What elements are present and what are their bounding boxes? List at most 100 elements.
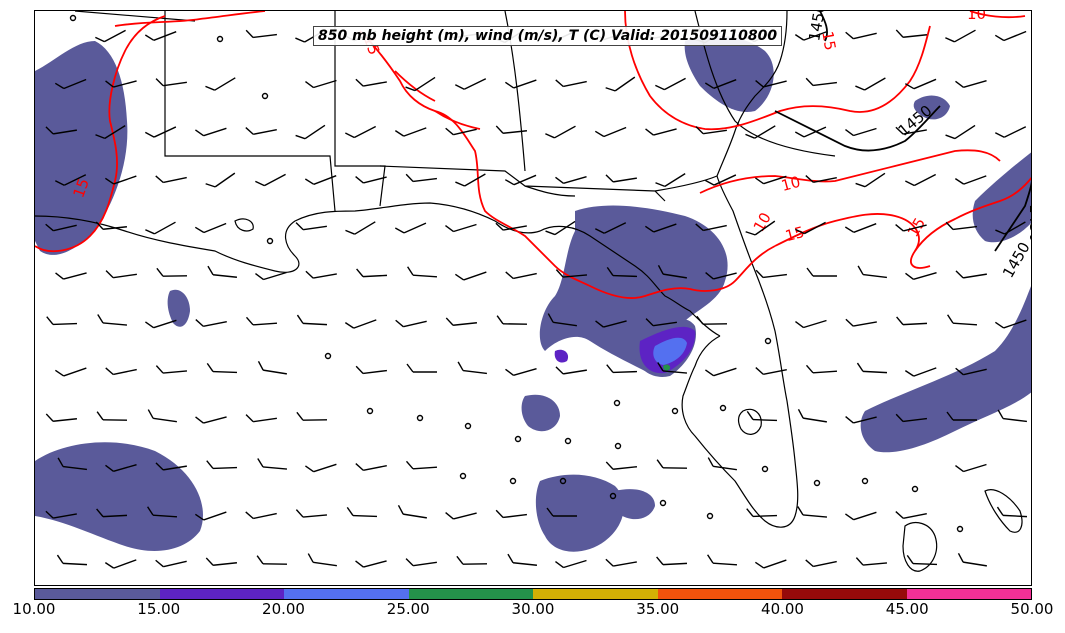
wind-barb — [656, 459, 688, 469]
wind-barb — [54, 78, 87, 90]
wind-barb — [704, 174, 737, 186]
shade-area — [860, 286, 1031, 453]
wind-barb — [205, 557, 238, 566]
wind-barb — [255, 173, 286, 187]
wind-barb — [104, 559, 137, 569]
wind-barb — [454, 271, 487, 281]
state-border — [654, 175, 718, 192]
wind-barb — [695, 126, 727, 135]
wind-barb — [295, 124, 326, 140]
calm-wind-marker — [266, 237, 274, 245]
wind-barb — [746, 508, 778, 518]
wind-barb — [155, 462, 187, 471]
wind-barb — [755, 269, 787, 279]
wind-barb — [555, 366, 587, 375]
coastlines-and-borders — [35, 11, 1023, 572]
colorbar-tick: 20.00 — [262, 600, 305, 618]
wind-barb — [594, 222, 627, 234]
temp-contour — [114, 11, 266, 27]
wind-barb — [345, 125, 377, 139]
wind-barb — [355, 463, 387, 471]
wind-barb — [55, 272, 87, 280]
wind-barb — [304, 175, 337, 185]
wind-barb — [857, 265, 887, 279]
temp-contour-label: 15 — [783, 223, 806, 245]
wind-barb — [95, 221, 128, 230]
wind-barb — [896, 316, 928, 326]
island-coast — [234, 218, 254, 232]
wind-barb — [155, 559, 187, 568]
wind-barb — [657, 362, 688, 374]
temp-contour — [624, 11, 931, 131]
wind-barb — [655, 77, 686, 91]
wind-barb — [145, 221, 176, 235]
wind-barb — [845, 511, 877, 521]
calm-wind-marker — [459, 472, 467, 480]
wind-barb — [456, 555, 488, 565]
wind-barb — [947, 314, 978, 326]
wind-barb — [155, 365, 188, 374]
wind-barb — [405, 173, 437, 183]
wind-barb — [904, 78, 937, 90]
wind-barb — [955, 270, 987, 279]
state-border — [694, 11, 836, 157]
colorbar-tick: 35.00 — [636, 600, 680, 618]
wind-barb — [245, 316, 278, 326]
wind-barb — [845, 127, 877, 137]
temp-contour-label: 10 — [750, 209, 775, 235]
calm-wind-marker — [614, 442, 622, 450]
temp-contour — [359, 30, 776, 299]
temp-contour-label: 10 — [779, 173, 802, 195]
wind-barb — [245, 127, 277, 135]
colorbar-segment — [159, 589, 284, 599]
temp-contour — [914, 177, 1031, 252]
wind-barb — [995, 221, 1026, 235]
wind-barb — [806, 267, 837, 277]
colorbar-tick: 30.00 — [511, 600, 555, 618]
wind-barb — [605, 76, 636, 92]
wind-barb — [457, 361, 487, 375]
wind-barb — [994, 319, 1027, 329]
wind-barb — [844, 223, 877, 233]
shade-area — [521, 394, 560, 432]
wind-barb — [996, 506, 1028, 518]
wind-barb — [895, 511, 927, 519]
wind-barb — [206, 460, 238, 470]
wind-barb — [797, 408, 827, 423]
wind-barb — [754, 559, 787, 569]
wind-barb — [545, 125, 576, 139]
wind-barb — [645, 318, 677, 327]
shade-area — [167, 289, 190, 327]
height-contour — [774, 105, 941, 152]
wind-barb — [755, 367, 787, 375]
state-border — [524, 185, 576, 197]
wind-barb — [856, 362, 888, 374]
wind-barb — [855, 557, 888, 566]
wind-barb — [644, 223, 677, 233]
colorbar-tick: 45.00 — [885, 600, 929, 618]
wind-barb — [257, 360, 287, 375]
calm-wind-marker — [261, 92, 269, 100]
wind-barb — [405, 558, 437, 567]
temp-contour — [699, 149, 1001, 194]
wind-barb — [305, 79, 337, 89]
temp-contour-label: 15 — [818, 30, 839, 52]
colorbar-segment — [657, 589, 782, 599]
wind-barb — [95, 125, 126, 140]
wind-barb — [195, 416, 227, 424]
wind-barb — [307, 553, 337, 567]
wind-barb — [805, 175, 837, 183]
wind-barb — [955, 367, 987, 376]
wind-barb — [45, 126, 77, 135]
wind-barb — [954, 175, 987, 185]
wind-barb — [96, 411, 128, 421]
wind-barb — [805, 364, 838, 374]
wind-barb — [805, 77, 837, 87]
wind-barb — [855, 77, 886, 91]
colorbar-tick: 50.00 — [1010, 600, 1054, 618]
wind-barb — [605, 461, 638, 470]
wind-barb — [606, 364, 638, 374]
wind-barb — [394, 222, 427, 234]
wind-barb — [407, 266, 438, 278]
calm-wind-marker — [956, 525, 964, 533]
